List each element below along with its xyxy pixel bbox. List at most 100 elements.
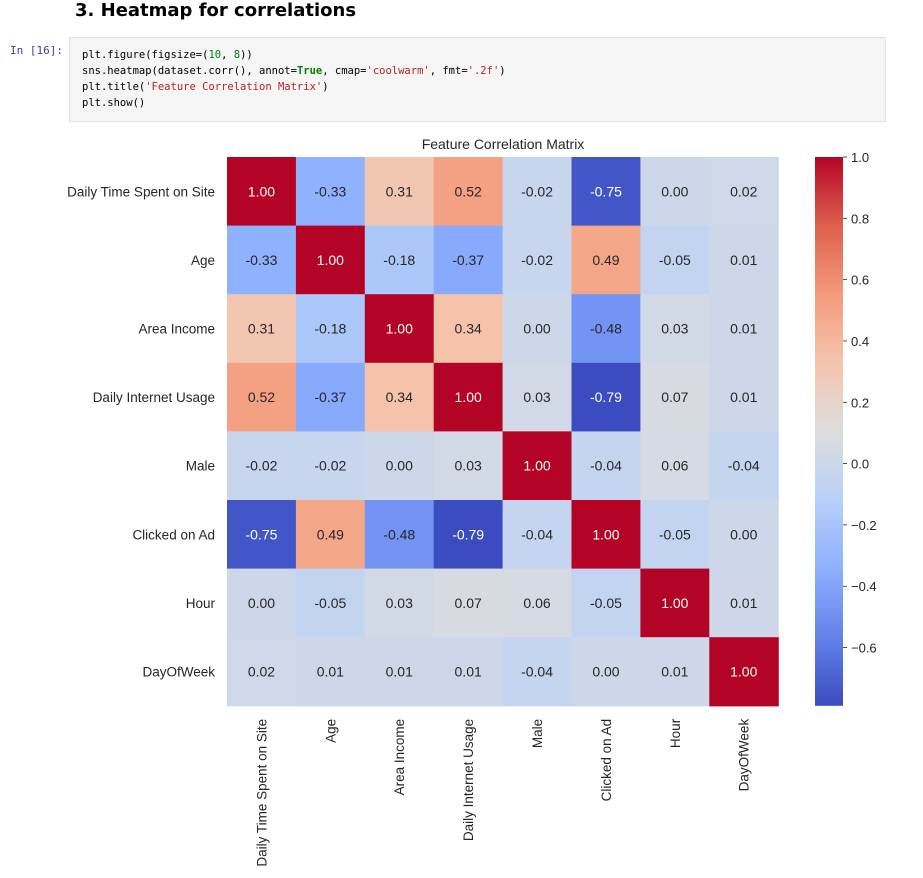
heatmap-annotation: -0.04 xyxy=(590,458,622,474)
heatmap-cell xyxy=(364,500,435,570)
heatmap-annotation: 0.00 xyxy=(661,183,688,199)
code-line: sns.heatmap(dataset.corr(), annot=True, … xyxy=(82,63,885,79)
x-tick-label: Daily Time Spent on Site xyxy=(254,719,269,867)
x-tick-label: Area Income xyxy=(392,719,407,796)
code-cell-editor[interactable]: plt.figure(figsize=(10, 8)) sns.heatmap(d… xyxy=(69,37,886,122)
y-tick-label: DayOfWeek xyxy=(142,665,215,680)
colorbar-tick-label: −0.4 xyxy=(851,579,877,594)
x-tick-label: Clicked on Ad xyxy=(599,719,614,802)
heatmap-cell xyxy=(433,500,504,570)
heatmap-cell xyxy=(295,225,366,295)
heatmap-cell xyxy=(640,568,710,638)
x-tick-label: DayOfWeek xyxy=(737,719,752,792)
heatmap-cell xyxy=(640,362,710,432)
heatmap-cell xyxy=(709,157,779,227)
heatmap-annotation: -0.04 xyxy=(521,664,553,680)
heatmap-annotation: 0.01 xyxy=(730,252,757,268)
heatmap-annotation: -0.33 xyxy=(314,183,346,199)
heatmap-cell xyxy=(364,431,435,501)
heatmap-annotation: 0.31 xyxy=(248,321,275,337)
heatmap-cell xyxy=(709,225,779,295)
heatmap-cell xyxy=(640,431,710,501)
heatmap-cell xyxy=(227,500,297,570)
heatmap-cell xyxy=(502,637,573,707)
heatmap-annotation: -0.79 xyxy=(452,526,484,542)
heatmap-cell xyxy=(709,568,779,638)
y-tick-label: Area Income xyxy=(138,322,215,337)
heatmap-cell xyxy=(571,225,641,295)
heatmap-cell xyxy=(364,568,435,638)
heatmap-annotation: 0.01 xyxy=(661,664,688,680)
code-line: plt.title('Feature Correlation Matrix') xyxy=(82,79,885,95)
heatmap-annotation: 0.01 xyxy=(317,664,344,680)
heatmap-annotation: 1.00 xyxy=(661,595,688,611)
heatmap-cell xyxy=(571,294,641,364)
heatmap-cell xyxy=(502,362,573,432)
code-token: '.2f' xyxy=(467,65,500,77)
heatmap-annotation: -0.18 xyxy=(314,321,346,337)
heatmap-annotation: 0.34 xyxy=(386,389,413,405)
code-token: , cmap= xyxy=(322,65,367,77)
heatmap-cell xyxy=(433,431,504,501)
code-line: plt.show() xyxy=(82,95,885,111)
x-tick-label: Hour xyxy=(668,718,683,748)
heatmap-annotation: 1.00 xyxy=(248,183,275,199)
heatmap-cell xyxy=(571,500,641,570)
heatmap-annotation: -0.75 xyxy=(245,526,277,542)
heatmap-annotation: 0.06 xyxy=(523,595,550,611)
code-token: plt.figure(figsize=( xyxy=(82,49,209,61)
colorbar-tick-label: 0.0 xyxy=(851,457,869,472)
heatmap-annotation: 0.01 xyxy=(455,664,482,680)
heatmap-annotation: 0.01 xyxy=(386,664,413,680)
chart-title: Feature Correlation Matrix xyxy=(422,136,585,152)
heatmap-annotation: -0.04 xyxy=(728,458,760,474)
heatmap-cell xyxy=(295,431,366,501)
heatmap-cell xyxy=(502,431,573,501)
correlation-heatmap: Feature Correlation Matrix 1.00 -0.33 0.31… xyxy=(67,136,877,867)
heatmap-cell xyxy=(709,294,779,364)
heatmap-annotation: 1.00 xyxy=(455,389,482,405)
heatmap-annotation: 0.07 xyxy=(455,595,482,611)
heatmap-cell xyxy=(571,568,641,638)
heatmap-cell xyxy=(502,294,573,364)
heatmap-annotation: -0.37 xyxy=(452,252,484,268)
heatmap-cell xyxy=(502,500,573,570)
heatmap-cell xyxy=(433,637,504,707)
heatmap-cell xyxy=(295,362,366,432)
heatmap-cell xyxy=(295,157,366,227)
heatmap-annotation: 0.00 xyxy=(386,458,413,474)
heatmap-cell xyxy=(640,157,710,227)
heatmap-cell xyxy=(433,362,504,432)
heatmap-annotation: -0.02 xyxy=(314,458,346,474)
heatmap-annotation: 1.00 xyxy=(592,526,619,542)
y-tick-label: Hour xyxy=(186,596,216,611)
heatmap-annotation: 0.00 xyxy=(248,595,275,611)
heatmap-cell xyxy=(709,500,779,570)
code-token: ) xyxy=(499,65,506,77)
heatmap-cell xyxy=(640,500,710,570)
heatmap-annotation: 0.49 xyxy=(317,526,344,542)
heatmap-annotation: 1.00 xyxy=(730,664,757,680)
heatmap-annotation: -0.05 xyxy=(659,252,691,268)
y-tick-label: Daily Time Spent on Site xyxy=(67,184,215,199)
heatmap-annotation: 0.07 xyxy=(661,389,688,405)
heatmap-annotation: -0.33 xyxy=(245,252,277,268)
y-tick-label: Male xyxy=(186,459,215,474)
code-token: 'coolwarm' xyxy=(366,65,430,77)
x-tick-label: Male xyxy=(530,719,545,748)
code-token: 10 xyxy=(208,49,222,61)
heatmap-annotation: 0.49 xyxy=(592,252,619,268)
heatmap-annotation: 0.03 xyxy=(455,458,482,474)
heatmap-annotation: -0.05 xyxy=(590,595,622,611)
heatmap-cell xyxy=(502,568,573,638)
heatmap-annotation: 0.00 xyxy=(730,526,757,542)
heatmap-annotation: 0.00 xyxy=(523,321,550,337)
heatmap-cell xyxy=(227,225,297,295)
heatmap-cell xyxy=(433,225,504,295)
heatmap-cell xyxy=(295,637,366,707)
heatmap-cell xyxy=(295,294,366,364)
cell-output: Feature Correlation Matrix 1.00 -0.33 0.31… xyxy=(0,130,923,878)
heatmap-annotation: -0.79 xyxy=(590,389,622,405)
colorbar-tick-label: 0.2 xyxy=(851,395,869,410)
heatmap-cell xyxy=(571,637,641,707)
